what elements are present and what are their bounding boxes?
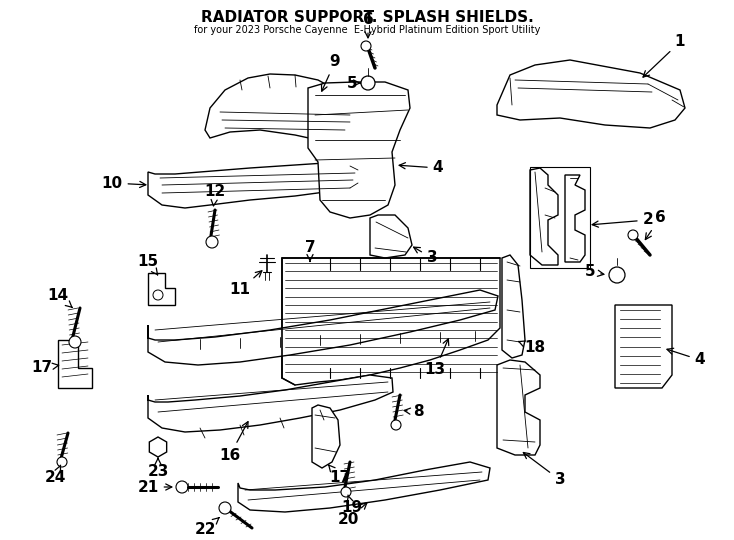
Circle shape — [609, 267, 625, 283]
Circle shape — [206, 236, 218, 248]
Circle shape — [57, 457, 67, 467]
Circle shape — [153, 290, 163, 300]
Text: 10: 10 — [101, 176, 146, 191]
Polygon shape — [148, 273, 175, 305]
Circle shape — [69, 336, 81, 348]
Circle shape — [628, 230, 638, 240]
Text: 1: 1 — [643, 35, 686, 77]
Text: 8: 8 — [404, 404, 424, 420]
Text: 4: 4 — [667, 348, 705, 368]
Text: 3: 3 — [413, 247, 437, 266]
Polygon shape — [497, 60, 685, 128]
Text: 22: 22 — [195, 517, 219, 537]
Text: for your 2023 Porsche Cayenne  E-Hybrid Platinum Edition Sport Utility: for your 2023 Porsche Cayenne E-Hybrid P… — [194, 25, 540, 35]
Polygon shape — [370, 215, 412, 258]
Polygon shape — [238, 462, 490, 512]
Text: 21: 21 — [137, 480, 172, 495]
Circle shape — [219, 502, 231, 514]
Text: 13: 13 — [424, 339, 448, 377]
Polygon shape — [205, 74, 362, 145]
Polygon shape — [148, 162, 360, 208]
Text: RADIATOR SUPPORT. SPLASH SHIELDS.: RADIATOR SUPPORT. SPLASH SHIELDS. — [200, 10, 534, 25]
Polygon shape — [58, 340, 92, 388]
Text: 17: 17 — [32, 361, 59, 375]
Polygon shape — [615, 305, 672, 388]
Text: 2: 2 — [592, 213, 653, 227]
Polygon shape — [148, 290, 498, 365]
Text: 24: 24 — [44, 465, 65, 485]
Text: 6: 6 — [645, 211, 666, 240]
Text: 18: 18 — [519, 341, 545, 355]
Text: 16: 16 — [219, 422, 248, 462]
Circle shape — [361, 41, 371, 51]
Polygon shape — [530, 168, 558, 265]
Text: 15: 15 — [137, 254, 159, 275]
Polygon shape — [149, 437, 167, 457]
Text: 12: 12 — [204, 185, 225, 206]
Circle shape — [341, 487, 351, 497]
Text: 20: 20 — [338, 503, 367, 528]
Polygon shape — [312, 405, 340, 468]
Polygon shape — [282, 258, 500, 385]
Text: 5: 5 — [346, 76, 360, 91]
Text: 17: 17 — [329, 465, 351, 485]
Text: 19: 19 — [341, 495, 363, 516]
Polygon shape — [565, 175, 585, 262]
Polygon shape — [497, 360, 540, 455]
Text: 14: 14 — [48, 287, 72, 307]
Text: 11: 11 — [230, 271, 262, 298]
Polygon shape — [308, 82, 410, 218]
Text: 6: 6 — [363, 12, 374, 38]
Text: 4: 4 — [399, 160, 443, 176]
Polygon shape — [148, 375, 393, 432]
Circle shape — [391, 420, 401, 430]
Text: 5: 5 — [585, 265, 604, 280]
Circle shape — [361, 76, 375, 90]
Circle shape — [176, 481, 188, 493]
Text: 3: 3 — [523, 453, 565, 488]
Text: 23: 23 — [148, 458, 169, 480]
Text: 7: 7 — [305, 240, 316, 261]
Text: 9: 9 — [321, 55, 341, 91]
Polygon shape — [502, 255, 525, 358]
